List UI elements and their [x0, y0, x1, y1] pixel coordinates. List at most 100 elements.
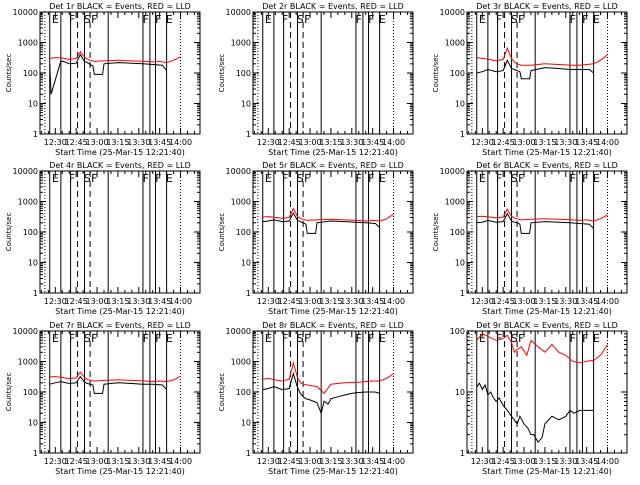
region-label: E — [479, 172, 486, 185]
x-tick-label: 13:45 — [361, 457, 384, 466]
x-tick-label: 14:00 — [382, 297, 405, 306]
region-label: F — [518, 172, 524, 185]
x-tick-label: 12:30 — [471, 457, 494, 466]
y-tick-label: 100 — [450, 228, 465, 237]
region-label: F — [570, 172, 576, 185]
region-label: E — [52, 13, 59, 26]
x-tick-label: 13:30 — [554, 138, 577, 147]
region-label: F — [304, 332, 310, 345]
y-tick-label: 10 — [455, 259, 465, 268]
region-label: F — [496, 332, 502, 345]
y-axis-label: Counts/sec — [218, 213, 226, 252]
panel-title: Det 7r BLACK = Events, RED = LLD — [49, 321, 191, 330]
region-label: S — [297, 332, 304, 345]
region-label: F — [91, 172, 97, 185]
y-tick-label: 1000 — [18, 198, 38, 207]
region-label: F — [518, 13, 524, 26]
x-tick-label: 13:00 — [86, 457, 109, 466]
region-label: E — [479, 332, 486, 345]
region-label: F — [155, 13, 161, 26]
y-tick-label: 1000 — [231, 198, 251, 207]
x-tick-label: 13:00 — [86, 297, 109, 306]
x-tick-label: 12:45 — [65, 457, 88, 466]
x-tick-label: 12:45 — [65, 297, 88, 306]
series-line-black — [262, 371, 380, 415]
panel-title: Det 5r BLACK = Events, RED = LLD — [262, 161, 404, 170]
y-axis-label: Counts/sec — [5, 213, 13, 252]
x-tick-label: 12:45 — [278, 457, 301, 466]
y-tick-label: 10000 — [13, 8, 38, 17]
x-tick-label: 13:45 — [361, 138, 384, 147]
region-label: F — [570, 332, 576, 345]
region-label: F — [356, 13, 362, 26]
region-label: E — [593, 332, 600, 345]
region-label: F — [496, 172, 502, 185]
x-axis-label: Start Time (25-Mar-15 12:21:40) — [268, 148, 398, 157]
x-tick-label: 12:30 — [471, 297, 494, 306]
x-tick-label: 13:00 — [513, 138, 536, 147]
x-tick-label: 12:30 — [44, 297, 67, 306]
y-axis-label: Counts/sec — [432, 54, 440, 93]
x-tick-label: 12:45 — [492, 457, 515, 466]
x-axis-label: Start Time (25-Mar-15 12:21:40) — [482, 148, 612, 157]
region-label: S — [84, 13, 91, 26]
y-tick-label: 100 — [236, 228, 251, 237]
series-line-black — [476, 59, 594, 80]
region-label: E — [379, 332, 386, 345]
region-label: S — [84, 172, 91, 185]
plot-frame — [466, 11, 628, 135]
region-label: F — [368, 172, 374, 185]
plot-frame — [39, 11, 201, 135]
region-label: F — [582, 172, 588, 185]
panel-title: Det 6r BLACK = Events, RED = LLD — [476, 161, 618, 170]
x-tick-label: 13:30 — [554, 297, 577, 306]
x-axis-label: Start Time (25-Mar-15 12:21:40) — [482, 307, 612, 316]
y-tick-label: 10000 — [13, 167, 38, 176]
plot-frame — [252, 330, 414, 454]
x-tick-label: 13:15 — [533, 297, 556, 306]
x-tick-label: 13:00 — [513, 457, 536, 466]
y-axis-label: Counts/sec — [218, 54, 226, 93]
x-tick-label: 12:45 — [492, 138, 515, 147]
y-tick-label: 100 — [236, 69, 251, 78]
x-tick-label: 14:00 — [596, 138, 619, 147]
region-label: S — [511, 332, 518, 345]
series-line-red — [262, 207, 394, 222]
x-tick-label: 13:15 — [106, 457, 129, 466]
x-tick-label: 12:30 — [257, 297, 280, 306]
plot-frame — [466, 170, 628, 294]
x-tick-label: 13:00 — [299, 297, 322, 306]
x-tick-label: 14:00 — [596, 457, 619, 466]
y-tick-label: 100 — [236, 388, 251, 397]
y-tick-label: 10000 — [226, 8, 251, 17]
region-label: E — [166, 172, 173, 185]
x-axis-label: Start Time (25-Mar-15 12:21:40) — [55, 467, 185, 476]
y-tick-label: 10 — [28, 259, 38, 268]
region-label: F — [570, 13, 576, 26]
x-tick-label: 12:45 — [492, 297, 515, 306]
region-label: E — [265, 332, 272, 345]
region-label: F — [304, 172, 310, 185]
x-tick-label: 13:15 — [319, 297, 342, 306]
region-label: E — [379, 13, 386, 26]
series-line-red — [49, 371, 181, 383]
y-axis-label: Counts/sec — [432, 213, 440, 252]
panel-title: Det 4r BLACK = Events, RED = LLD — [49, 161, 191, 170]
region-label: E — [52, 332, 59, 345]
region-label: F — [368, 332, 374, 345]
region-label: F — [143, 172, 149, 185]
y-axis-label: Counts/sec — [5, 373, 13, 412]
x-axis-label: Start Time (25-Mar-15 12:21:40) — [268, 307, 398, 316]
x-tick-label: 13:30 — [340, 138, 363, 147]
x-tick-label: 13:45 — [148, 457, 171, 466]
series-line-red — [49, 50, 181, 64]
region-label: F — [582, 13, 588, 26]
x-tick-label: 13:45 — [575, 457, 598, 466]
x-tick-label: 12:45 — [278, 138, 301, 147]
region-label: F — [282, 172, 288, 185]
region-label: E — [52, 172, 59, 185]
